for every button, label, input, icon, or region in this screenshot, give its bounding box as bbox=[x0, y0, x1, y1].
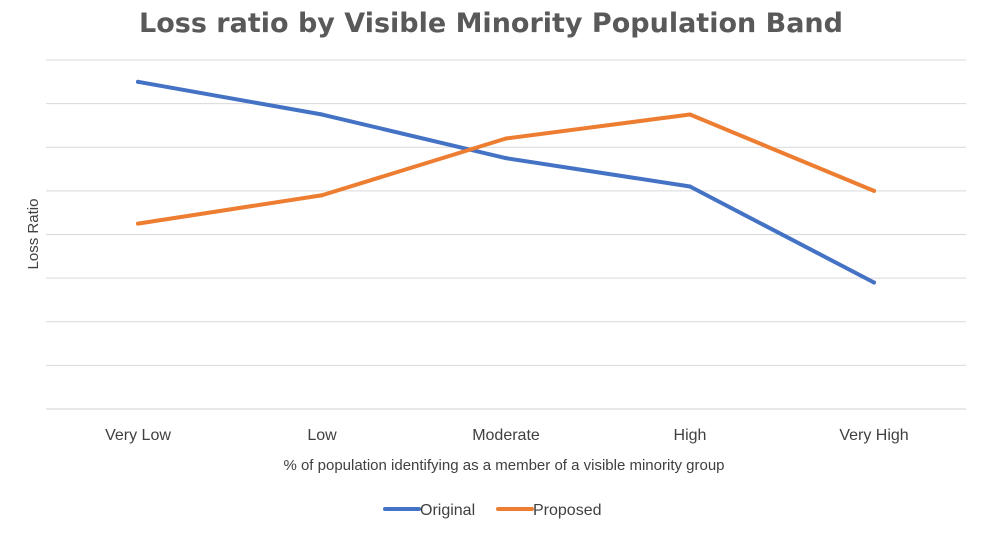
data-point-original bbox=[872, 280, 876, 285]
x-tick-label: Moderate bbox=[472, 427, 540, 444]
legend: Original Proposed bbox=[383, 502, 602, 519]
data-point-proposed bbox=[504, 136, 508, 141]
data-point-original bbox=[688, 184, 692, 189]
y-axis-title: Loss Ratio bbox=[25, 199, 42, 270]
x-tick-label: Very High bbox=[839, 427, 908, 444]
legend-label-original: Original bbox=[420, 502, 475, 519]
data-point-original bbox=[136, 79, 140, 84]
plot-area bbox=[136, 79, 876, 285]
gridlines bbox=[46, 59, 966, 410]
legend-label-proposed: Proposed bbox=[533, 502, 602, 519]
data-point-proposed bbox=[688, 112, 692, 117]
x-tick-label: Low bbox=[307, 427, 337, 444]
data-point-original bbox=[320, 112, 324, 117]
x-tick-label: Very Low bbox=[105, 427, 171, 444]
x-axis-title: % of population identifying as a member … bbox=[283, 457, 724, 474]
data-point-proposed bbox=[872, 188, 876, 193]
data-point-proposed bbox=[320, 193, 324, 198]
data-point-original bbox=[504, 156, 508, 161]
data-point-proposed bbox=[136, 221, 140, 226]
x-tick-label: High bbox=[674, 427, 707, 444]
x-axis-tick-labels: Very Low Low Moderate High Very High bbox=[105, 427, 909, 444]
chart-title: Loss ratio by Visible Minority Populatio… bbox=[139, 8, 843, 39]
